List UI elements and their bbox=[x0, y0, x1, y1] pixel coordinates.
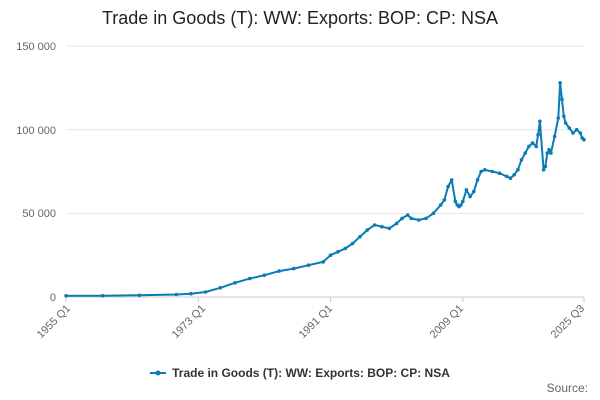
data-point[interactable] bbox=[541, 168, 546, 172]
data-point[interactable] bbox=[461, 199, 465, 204]
data-point[interactable] bbox=[497, 171, 502, 175]
data-point[interactable] bbox=[459, 203, 463, 207]
data-point[interactable] bbox=[543, 164, 548, 169]
data-point[interactable] bbox=[446, 184, 450, 189]
data-point[interactable] bbox=[306, 263, 311, 268]
data-point[interactable] bbox=[523, 151, 527, 155]
data-point[interactable] bbox=[534, 144, 538, 149]
data-point[interactable] bbox=[233, 281, 237, 285]
chart-title: Trade in Goods (T): WW: Exports: BOP: CP… bbox=[101, 8, 499, 28]
y-axis: 0 50 000 100 000 150 000 bbox=[16, 41, 56, 304]
data-point[interactable] bbox=[365, 228, 370, 232]
data-point[interactable] bbox=[400, 216, 404, 221]
data-point[interactable] bbox=[468, 194, 472, 199]
data-point[interactable] bbox=[424, 216, 428, 221]
data-point[interactable] bbox=[442, 198, 447, 202]
source-label: Source: bbox=[546, 381, 588, 395]
data-point[interactable] bbox=[394, 221, 399, 226]
data-point[interactable] bbox=[549, 151, 553, 155]
data-point[interactable] bbox=[505, 174, 509, 179]
data-point[interactable] bbox=[556, 116, 561, 120]
data-point[interactable] bbox=[277, 269, 281, 273]
data-point[interactable] bbox=[350, 241, 355, 246]
data-point[interactable] bbox=[582, 137, 586, 142]
data-point[interactable] bbox=[578, 131, 583, 135]
y-tick-label: 150 000 bbox=[16, 41, 56, 53]
data-point[interactable] bbox=[475, 178, 480, 182]
data-point[interactable] bbox=[336, 250, 340, 254]
data-point[interactable] bbox=[292, 266, 296, 271]
data-point[interactable] bbox=[538, 119, 542, 124]
data-point[interactable] bbox=[416, 218, 421, 222]
data-point[interactable] bbox=[574, 127, 579, 132]
data-point[interactable] bbox=[567, 126, 572, 130]
y-tick-label: 100 000 bbox=[16, 125, 56, 137]
data-point[interactable] bbox=[508, 176, 513, 180]
x-tick-label: 2025 Q3 bbox=[549, 303, 587, 341]
data-point[interactable] bbox=[358, 235, 362, 239]
data-point[interactable] bbox=[536, 132, 540, 137]
data-point[interactable] bbox=[558, 81, 562, 85]
legend-line-icon bbox=[150, 370, 167, 376]
data-point[interactable] bbox=[372, 223, 377, 227]
data-point[interactable] bbox=[438, 203, 443, 207]
data-point[interactable] bbox=[380, 224, 384, 229]
data-point[interactable] bbox=[483, 168, 487, 172]
series-line bbox=[65, 81, 585, 297]
data-point[interactable] bbox=[552, 134, 557, 139]
data-point[interactable] bbox=[547, 147, 551, 152]
y-tick-label: 50 000 bbox=[22, 208, 56, 220]
data-point[interactable] bbox=[262, 273, 267, 278]
legend-label: Trade in Goods (T): WW: Exports: BOP: CP… bbox=[172, 366, 450, 380]
gridlines bbox=[66, 45, 584, 214]
data-point[interactable] bbox=[527, 144, 531, 149]
data-point[interactable] bbox=[321, 260, 326, 264]
data-point[interactable] bbox=[562, 114, 566, 119]
data-point[interactable] bbox=[560, 97, 564, 102]
data-point[interactable] bbox=[387, 226, 392, 231]
data-point[interactable] bbox=[571, 131, 575, 135]
data-point[interactable] bbox=[464, 188, 469, 192]
x-tick-label: 1955 Q1 bbox=[35, 303, 73, 341]
data-point[interactable] bbox=[519, 158, 524, 162]
x-tick-label: 2009 Q1 bbox=[428, 303, 466, 341]
data-point[interactable] bbox=[431, 211, 436, 216]
data-point[interactable] bbox=[453, 199, 458, 204]
data-point[interactable] bbox=[472, 189, 476, 194]
data-point[interactable] bbox=[343, 246, 348, 251]
y-tick-label: 0 bbox=[50, 292, 56, 304]
data-point[interactable] bbox=[405, 213, 410, 217]
data-point[interactable] bbox=[64, 294, 68, 298]
data-point[interactable] bbox=[189, 291, 193, 296]
data-point[interactable] bbox=[137, 293, 142, 298]
data-point[interactable] bbox=[490, 169, 495, 174]
data-point[interactable] bbox=[479, 169, 483, 174]
data-point[interactable] bbox=[247, 276, 252, 281]
data-point[interactable] bbox=[545, 151, 550, 155]
series-layer bbox=[64, 81, 586, 298]
data-point[interactable] bbox=[203, 290, 208, 294]
data-point[interactable] bbox=[174, 292, 178, 297]
data-point[interactable] bbox=[512, 173, 516, 177]
data-point[interactable] bbox=[449, 178, 454, 182]
x-tick-label: 1973 Q1 bbox=[170, 303, 208, 341]
legend[interactable]: Trade in Goods (T): WW: Exports: BOP: CP… bbox=[0, 366, 600, 380]
data-point[interactable] bbox=[409, 216, 414, 221]
x-tick-labels: 1955 Q1 1973 Q1 1991 Q1 2009 Q1 2025 Q3 bbox=[35, 303, 587, 341]
data-point[interactable] bbox=[563, 121, 568, 125]
data-point[interactable] bbox=[516, 168, 520, 172]
data-point[interactable] bbox=[530, 141, 535, 145]
data-point[interactable] bbox=[218, 286, 223, 290]
x-tick-label: 1991 Q1 bbox=[297, 303, 335, 341]
data-point[interactable] bbox=[328, 253, 333, 257]
x-axis bbox=[65, 296, 585, 302]
data-point[interactable] bbox=[100, 293, 105, 298]
